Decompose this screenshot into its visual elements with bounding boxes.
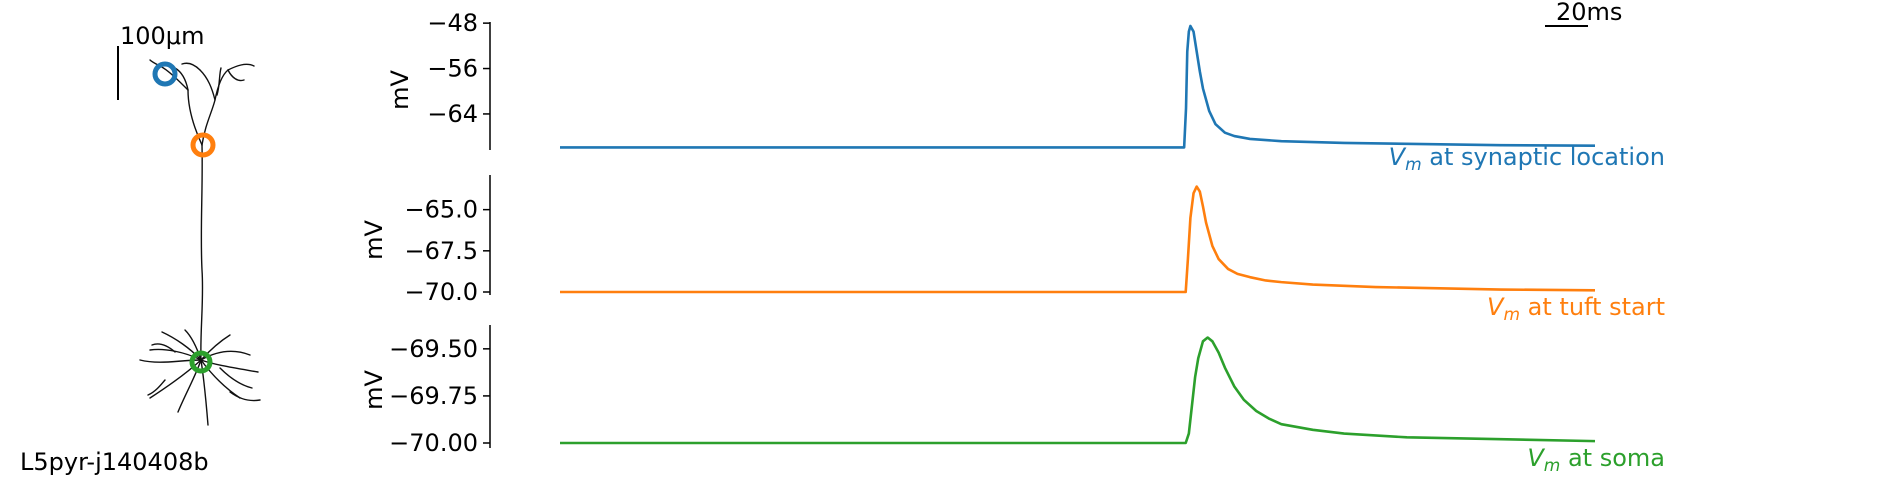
series-line (560, 185, 1596, 294)
y-tick-label: −48 (427, 9, 478, 37)
y-axis-label: mV (360, 220, 388, 260)
y-tick-label: −67.5 (404, 237, 478, 265)
y-axis-label: mV (360, 370, 388, 410)
y-tick-label: −56 (427, 55, 478, 83)
y-tick-label: −65.0 (404, 196, 478, 224)
panel-synaptic-location: −48 −56 −64 mV Vm at synaptic location (386, 9, 1665, 175)
series-label: Vm at tuft start (1487, 293, 1665, 325)
neuron-panel: 100μm (20, 22, 261, 476)
series-label: Vm at synaptic location (1389, 143, 1665, 175)
y-tick-label: −70.0 (404, 278, 478, 306)
series-line (560, 24, 1596, 149)
y-tick-label: −69.50 (389, 335, 478, 363)
time-scalebar-label: 20ms (1556, 0, 1622, 26)
neuron-scalebar-label: 100μm (120, 22, 204, 50)
neuron-morphology (139, 59, 261, 426)
synapse-location-marker (152, 61, 178, 87)
y-tick-label: −70.00 (389, 429, 478, 457)
tuft-start-marker (190, 132, 216, 158)
series-line (560, 336, 1596, 445)
y-tick-label: −64 (427, 100, 478, 128)
panel-tuft-start: −65.0 −67.5 −70.0 mV Vm at tuft start (360, 175, 1665, 325)
y-tick-label: −69.75 (389, 382, 478, 410)
series-label: Vm at soma (1527, 444, 1665, 476)
neuron-name: L5pyr-j140408b (20, 448, 209, 476)
soma-marker (189, 350, 213, 374)
y-axis-label: mV (386, 70, 414, 110)
